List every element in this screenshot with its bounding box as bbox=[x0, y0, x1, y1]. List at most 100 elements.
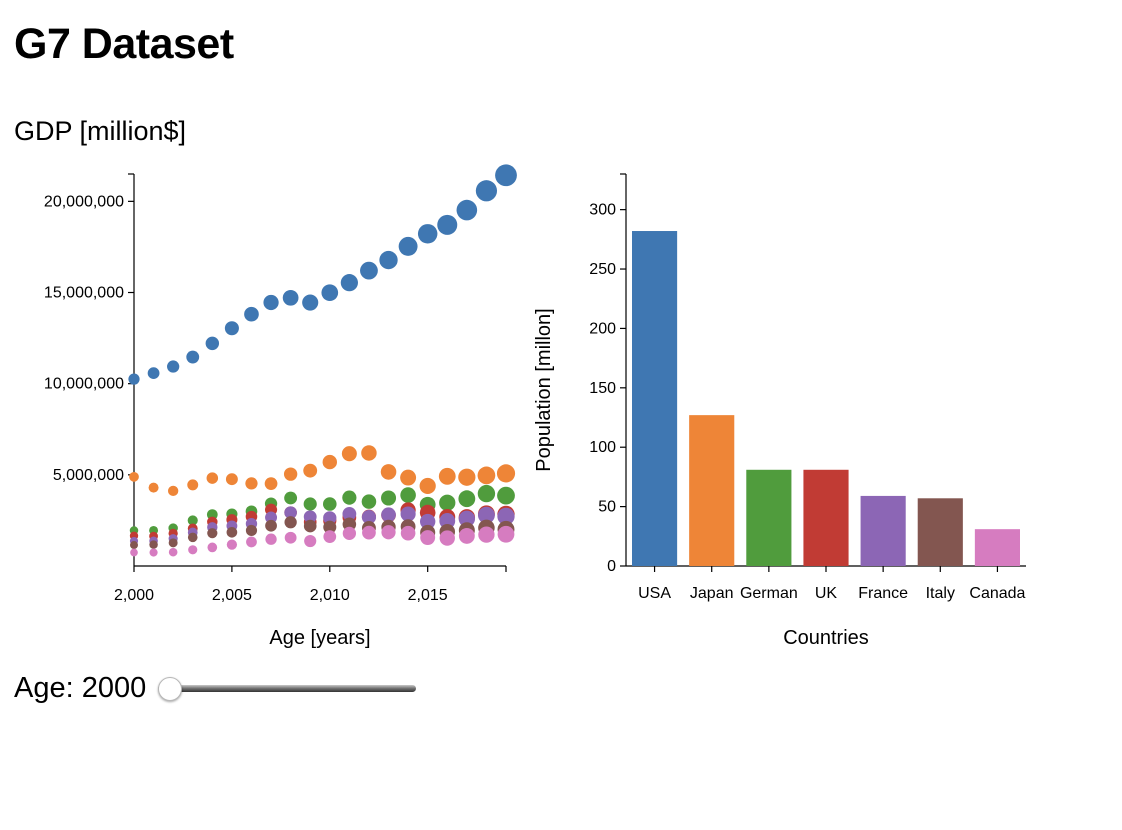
gdp-point-france-2015 bbox=[419, 513, 436, 530]
gdp-point-italy-2008 bbox=[284, 516, 297, 529]
bar-y-tick-label: 50 bbox=[598, 499, 616, 516]
gdp-point-japan-2011 bbox=[341, 446, 357, 462]
gdp-point-italy-2002 bbox=[168, 538, 178, 548]
gdp-point-canada-2015 bbox=[420, 530, 436, 546]
gdp-point-italy-2001 bbox=[149, 540, 158, 549]
gdp-point-france-2008 bbox=[284, 506, 297, 519]
age-slider-label: Age: 2000 bbox=[14, 668, 146, 708]
age-label-prefix: Age: bbox=[14, 672, 74, 704]
gdp-point-canada-2018 bbox=[478, 526, 495, 543]
gdp-point-japan-2019 bbox=[496, 464, 516, 483]
population-bar-uk bbox=[803, 469, 849, 566]
gdp-point-japan-2004 bbox=[206, 472, 219, 484]
gdp-point-canada-2013 bbox=[381, 525, 396, 540]
gdp-point-germany-2017 bbox=[458, 490, 476, 508]
age-slider-track[interactable] bbox=[158, 685, 417, 692]
gdp-point-usa-2017 bbox=[456, 199, 478, 221]
gdp-point-usa-2003 bbox=[186, 350, 200, 364]
gdp-point-usa-2006 bbox=[244, 306, 259, 322]
gdp-point-japan-2007 bbox=[264, 477, 278, 490]
population-bar-canada bbox=[974, 529, 1020, 566]
population-bar-chart: 0 50 100 150 200 250 300 USA Japan German UK France… bbox=[533, 173, 1026, 649]
gdp-point-france-2010 bbox=[323, 511, 337, 525]
y-tick-label: 5,000,000 bbox=[53, 467, 124, 484]
gdp-point-canada-2002 bbox=[168, 547, 178, 557]
bar-y-tick-label: 200 bbox=[589, 320, 616, 337]
gdp-point-japan-2013 bbox=[380, 464, 397, 480]
gdp-point-japan-2017 bbox=[458, 468, 476, 486]
gdp-point-usa-2011 bbox=[340, 274, 358, 292]
bar-x-tick-label: USA bbox=[638, 585, 671, 602]
gdp-point-germany-2012 bbox=[361, 494, 377, 509]
gdp-point-japan-2008 bbox=[283, 467, 298, 481]
gdp-point-germany-2003 bbox=[187, 515, 198, 526]
gdp-point-canada-2006 bbox=[246, 536, 257, 548]
gdp-point-usa-2015 bbox=[417, 224, 438, 244]
bar-x-tick-label: UK bbox=[815, 585, 838, 602]
gdp-point-usa-2000 bbox=[128, 373, 140, 385]
gdp-point-france-2012 bbox=[361, 510, 377, 525]
bar-y-axis-title: Population [millon] bbox=[533, 308, 555, 471]
gdp-point-usa-2014 bbox=[398, 236, 418, 256]
gdp-point-canada-2000 bbox=[130, 548, 138, 557]
bar-x-tick-label: German bbox=[740, 585, 798, 602]
y-tick-label: 15,000,000 bbox=[44, 285, 124, 302]
gdp-point-japan-2014 bbox=[400, 469, 417, 486]
gdp-point-canada-2001 bbox=[149, 548, 158, 557]
age-slider-thumb[interactable] bbox=[158, 677, 183, 701]
age-slider[interactable] bbox=[158, 676, 417, 701]
gdp-point-canada-2003 bbox=[188, 545, 198, 555]
gdp-point-canada-2005 bbox=[226, 539, 238, 550]
gdp-point-japan-2016 bbox=[438, 467, 456, 485]
bar-x-tick-label: Canada bbox=[969, 585, 1025, 602]
gdp-point-usa-2007 bbox=[263, 294, 279, 311]
gdp-point-japan-2012 bbox=[361, 445, 377, 461]
gdp-point-italy-2009 bbox=[303, 519, 317, 533]
gdp-point-italy-2005 bbox=[226, 526, 238, 538]
gdp-point-france-2011 bbox=[342, 506, 357, 521]
y-tick-label: 10,000,000 bbox=[44, 376, 124, 393]
gdp-point-japan-2003 bbox=[187, 479, 199, 491]
gdp-point-canada-2019 bbox=[497, 525, 515, 543]
gdp-point-germany-2008 bbox=[284, 491, 298, 505]
gdp-point-japan-2018 bbox=[477, 466, 496, 485]
bar-y-tick-label: 100 bbox=[589, 439, 616, 456]
gdp-point-canada-2007 bbox=[265, 533, 277, 545]
gdp-point-japan-2010 bbox=[322, 454, 337, 470]
gdp-point-canada-2010 bbox=[323, 530, 337, 544]
gdp-point-usa-2019 bbox=[495, 164, 517, 187]
gdp-point-japan-2000 bbox=[129, 471, 139, 482]
gdp-point-italy-2003 bbox=[187, 532, 198, 543]
x-tick-label: 2,010 bbox=[310, 587, 350, 604]
gdp-point-germany-2019 bbox=[497, 486, 515, 505]
gdp-point-germany-2013 bbox=[380, 490, 397, 506]
gdp-point-germany-2009 bbox=[303, 497, 317, 511]
gdp-point-italy-2006 bbox=[245, 524, 258, 537]
gdp-point-usa-2012 bbox=[360, 261, 378, 280]
gdp-point-canada-2011 bbox=[342, 526, 357, 541]
gdp-point-canada-2008 bbox=[284, 531, 297, 544]
gdp-point-japan-2002 bbox=[167, 485, 179, 497]
gdp-point-germany-2014 bbox=[400, 487, 416, 503]
bar-x-tick-label: Italy bbox=[926, 585, 955, 602]
gdp-point-germany-2018 bbox=[477, 484, 496, 503]
gdp-point-canada-2016 bbox=[439, 530, 455, 546]
bar-y-tick-label: 250 bbox=[589, 261, 616, 278]
gdp-point-germany-2010 bbox=[322, 497, 337, 511]
gdp-point-usa-2008 bbox=[282, 289, 299, 306]
bar-y-tick-label: 300 bbox=[589, 202, 616, 219]
gdp-point-japan-2001 bbox=[148, 482, 159, 493]
gdp-point-japan-2015 bbox=[419, 477, 436, 495]
gdp-point-usa-2010 bbox=[321, 284, 339, 302]
gdp-point-italy-2000 bbox=[129, 541, 139, 550]
gdp-point-japan-2009 bbox=[303, 463, 318, 478]
gdp-point-france-2013 bbox=[381, 507, 396, 523]
gdp-point-canada-2004 bbox=[207, 542, 218, 553]
gdp-chart-title: GDP [million$] bbox=[14, 116, 187, 146]
gdp-point-usa-2013 bbox=[379, 250, 398, 270]
gdp-point-usa-2002 bbox=[167, 360, 180, 373]
gdp-point-japan-2006 bbox=[245, 477, 258, 490]
gdp-point-usa-2009 bbox=[302, 294, 319, 311]
x-tick-label: 2,005 bbox=[212, 587, 252, 604]
bar-y-tick-label: 150 bbox=[589, 380, 616, 397]
